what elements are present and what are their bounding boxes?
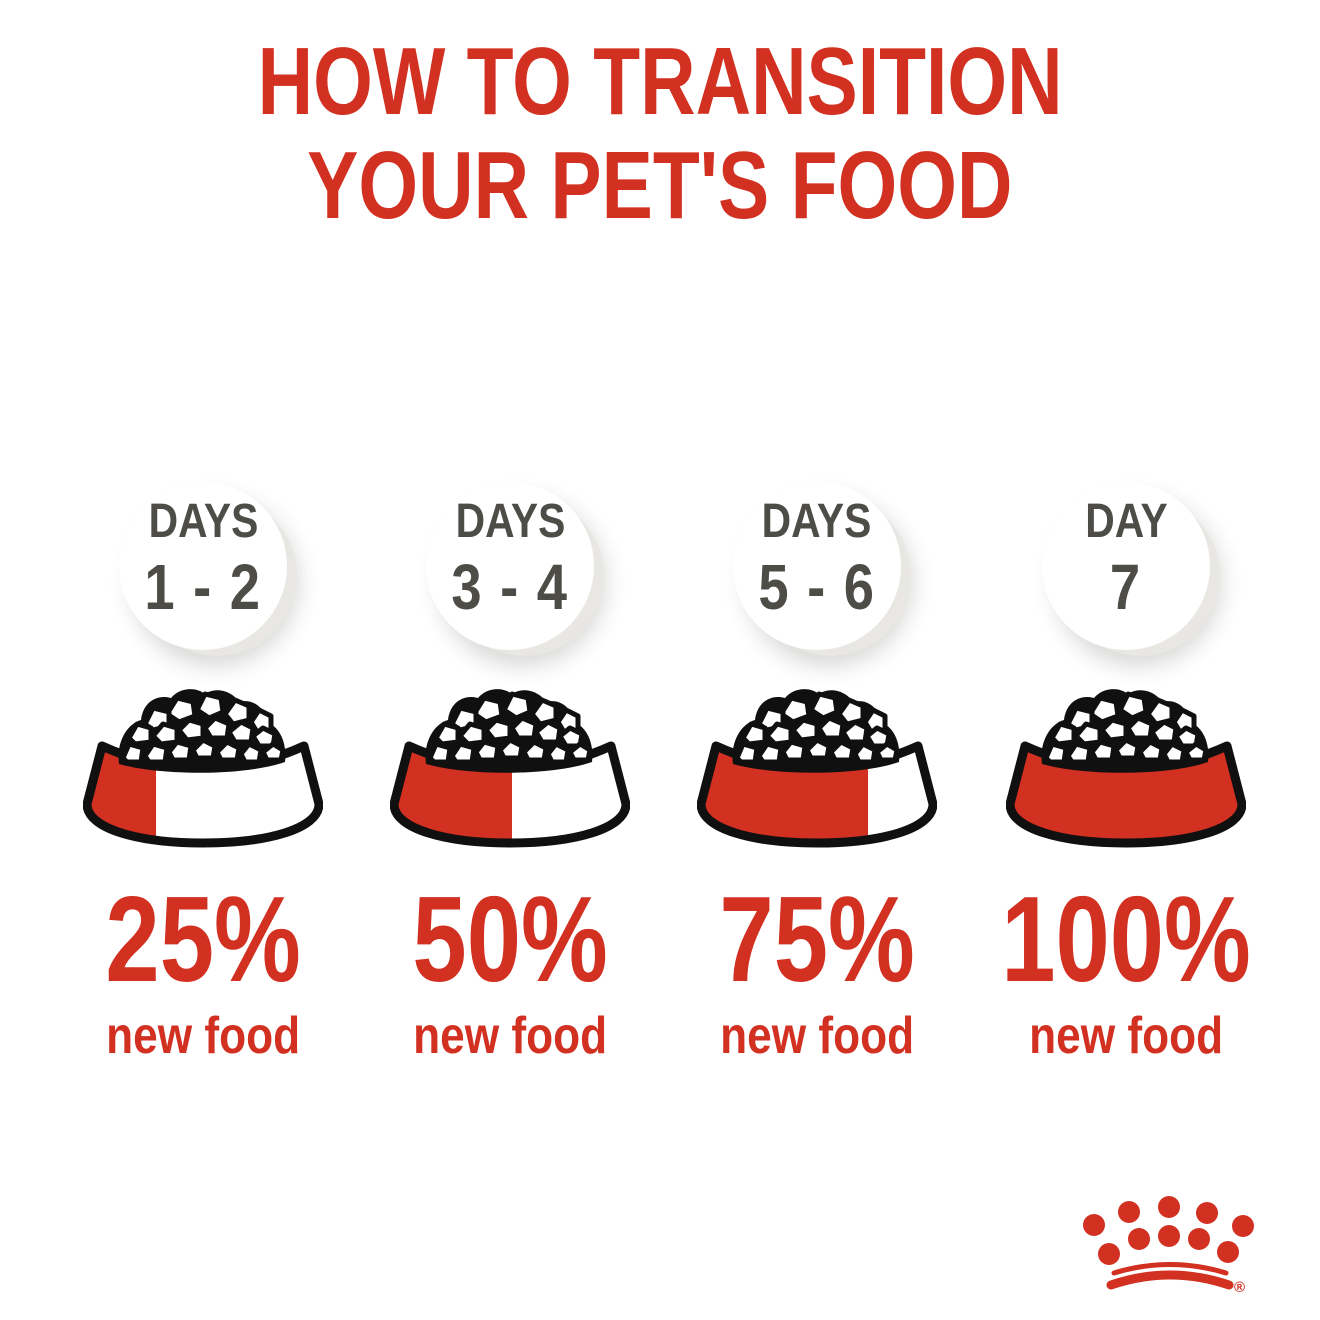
kibble-icon <box>1041 689 1208 773</box>
crown-swoosh <box>1106 1262 1234 1290</box>
day-circle: DAYS 1 - 2 <box>119 482 288 650</box>
transition-steps: DAYS 1 - 2 25% new food DAYS 3 - 4 50% n… <box>50 482 1282 1063</box>
percent-new-food: 75% <box>718 871 915 1007</box>
new-food-caption: new food <box>106 1007 301 1065</box>
day-label: DAYS <box>148 495 259 548</box>
percent-new-food: 25% <box>105 871 302 1007</box>
day-label: DAYS <box>455 495 565 548</box>
title-line-2: YOUR PET'S FOOD <box>307 132 1013 239</box>
day-circle: DAY 7 <box>1041 482 1210 650</box>
day-range: 5 - 6 <box>757 551 876 623</box>
kibble-icon <box>119 689 286 773</box>
kibble-icon <box>732 689 899 773</box>
crown-dots <box>1083 1196 1254 1265</box>
day-range: 1 - 2 <box>144 551 263 623</box>
page-title: HOW TO TRANSITION YOUR PET'S FOOD <box>0 30 1320 238</box>
day-label: DAYS <box>761 495 872 548</box>
percent-new-food: 50% <box>412 871 608 1007</box>
day-range: 7 <box>1110 551 1142 623</box>
transition-step-4: DAY 7 100% new food <box>970 482 1282 1063</box>
new-food-caption: new food <box>719 1007 914 1065</box>
day-circle: DAYS 5 - 6 <box>732 482 901 650</box>
registered-trademark: ® <box>1234 1279 1245 1296</box>
royal-canin-crown-logo: ® <box>1083 1196 1254 1296</box>
transition-step-1: DAYS 1 - 2 25% new food <box>50 482 357 1063</box>
food-bowl-icon <box>697 686 937 851</box>
new-food-caption: new food <box>1029 1007 1223 1065</box>
food-bowl-icon <box>83 686 323 851</box>
new-food-caption: new food <box>413 1007 607 1065</box>
day-circle: DAYS 3 - 4 <box>425 482 594 650</box>
kibble-icon <box>425 689 592 773</box>
day-label: DAY <box>1084 495 1168 548</box>
food-bowl-icon <box>1006 686 1246 851</box>
percent-new-food: 100% <box>1001 871 1251 1007</box>
day-range: 3 - 4 <box>451 551 569 623</box>
transition-step-3: DAYS 5 - 6 75% new food <box>663 482 970 1063</box>
food-bowl-icon <box>390 686 630 851</box>
transition-step-2: DAYS 3 - 4 50% new food <box>357 482 664 1063</box>
title-line-1: HOW TO TRANSITION <box>257 28 1063 135</box>
